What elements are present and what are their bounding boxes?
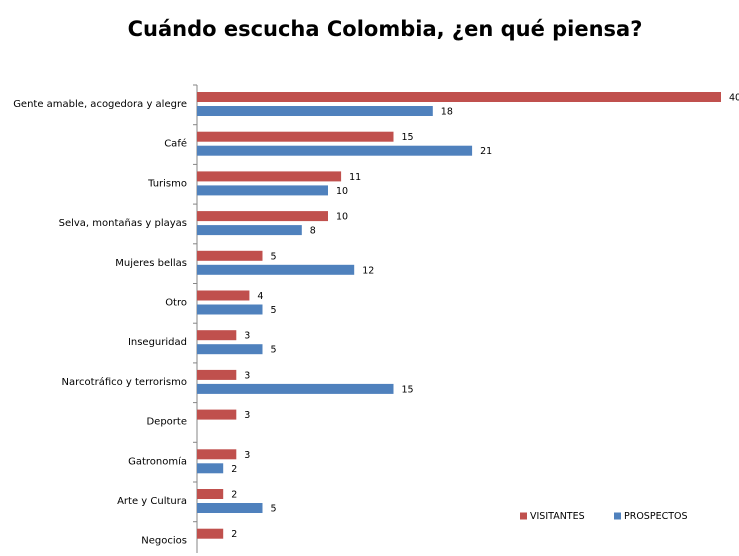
y-tick-label: Inseguridad [128,337,187,348]
legend-swatch [520,512,527,520]
chart-title: Cuándo escucha Colombia, ¿en qué piensa? [128,17,643,41]
bar [197,92,721,102]
value-label: 5 [271,251,277,262]
legend-label: VISITANTES [530,511,585,522]
bar [197,250,263,261]
bar [197,330,237,341]
bar [197,185,328,196]
value-label: 10 [336,186,348,197]
y-tick-label: Mujeres bellas [115,258,187,269]
bar [197,264,355,275]
bar [197,383,394,394]
value-label: 40 [729,93,739,104]
bar [197,211,328,222]
y-tick-label: Selva, montañas y playas [59,218,187,229]
bar [197,106,433,116]
value-label: 2 [231,490,237,501]
bar [197,409,237,420]
value-label: 3 [244,410,250,421]
y-tick-label: Gatronomía [128,455,187,467]
y-tick-label: Negocios [141,536,187,547]
bar [197,369,237,380]
bar [197,290,250,301]
y-tick-label: Otro [165,298,187,309]
y-tick-label: Arte y Cultura [117,496,187,507]
value-label: 10 [336,212,348,223]
value-label: 3 [244,370,250,381]
bar [197,528,224,539]
bar [197,225,302,236]
value-label: 3 [244,331,250,342]
value-label: 5 [271,504,277,515]
value-label: 2 [231,529,237,540]
y-tick-label: Narcotráfico y terrorismo [62,376,187,388]
bar [197,131,394,142]
value-label: 5 [271,345,277,356]
legend-swatch [614,512,621,520]
legend-label: PROSPECTOS [624,511,688,522]
y-tick-label: Deporte [146,417,187,428]
value-label: 11 [349,172,361,183]
value-label: 12 [362,265,374,276]
bar [197,145,473,156]
y-tick-label: Turismo [147,178,187,189]
value-label: 8 [310,226,316,237]
y-tick-label: Gente amable, acogedora y alegre [13,99,187,110]
value-label: 21 [480,146,492,157]
bar [197,171,342,182]
value-label: 18 [441,107,453,118]
bar [197,489,224,499]
value-label: 2 [231,464,237,475]
bar [197,304,263,315]
value-label: 15 [402,384,414,395]
bar [197,503,263,513]
y-tick-label: Café [164,138,187,150]
bar [197,344,263,355]
bar [197,463,224,474]
bar [197,449,237,460]
value-label: 5 [271,305,277,316]
value-label: 4 [257,291,263,302]
value-label: 15 [402,132,414,143]
value-label: 3 [244,450,250,461]
